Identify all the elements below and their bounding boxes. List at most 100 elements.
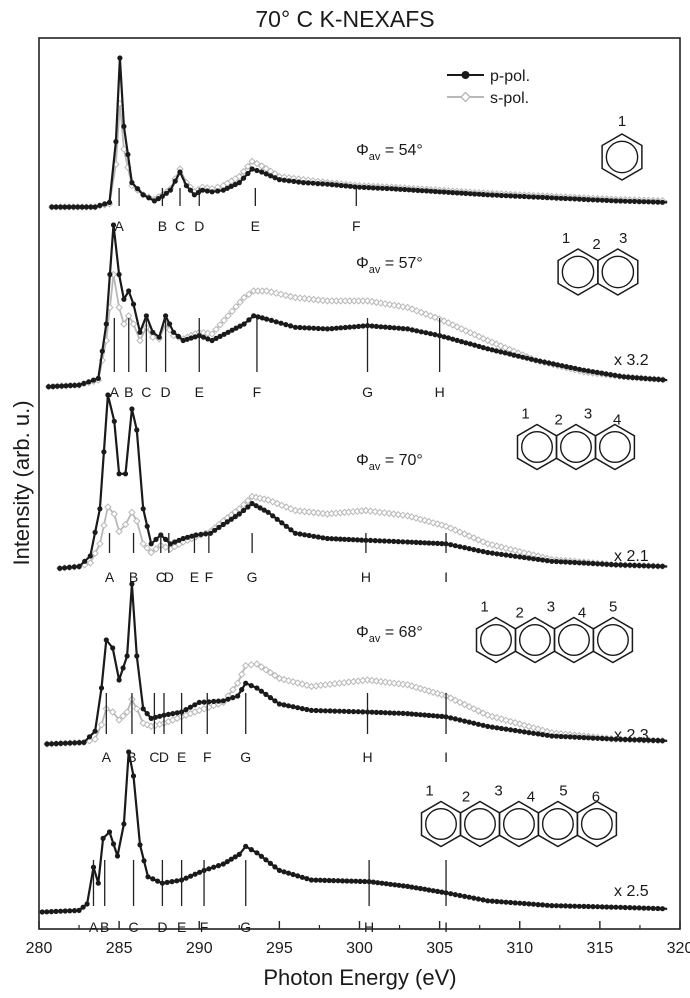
peak-label: G	[240, 919, 251, 935]
peak-label: G	[240, 749, 251, 765]
data-point	[642, 375, 649, 382]
data-point	[70, 204, 77, 210]
ring-number: 2	[462, 789, 470, 806]
data-point	[53, 204, 59, 210]
data-point	[101, 449, 107, 455]
data-point	[72, 382, 78, 388]
data-point	[452, 716, 458, 722]
data-point	[437, 189, 443, 195]
data-point	[581, 735, 587, 741]
peak-label: H	[362, 749, 372, 765]
data-point	[336, 708, 343, 714]
data-point	[265, 509, 271, 515]
data-point	[249, 500, 255, 507]
data-point	[117, 55, 123, 61]
data-point	[503, 899, 509, 905]
data-point	[251, 313, 257, 319]
data-point	[385, 509, 393, 518]
data-point	[121, 123, 127, 129]
angle-label: Φav = 70°	[356, 452, 423, 473]
data-point	[604, 904, 610, 910]
data-point	[377, 677, 385, 686]
data-point	[110, 510, 119, 518]
data-point	[292, 530, 298, 536]
data-point	[119, 712, 127, 720]
data-point	[585, 560, 592, 566]
x-tick-label: 285	[106, 940, 133, 957]
data-point	[324, 326, 330, 332]
data-point	[471, 547, 477, 553]
data-point	[140, 706, 146, 712]
peak-label: B	[124, 384, 133, 400]
data-point	[562, 734, 569, 740]
data-point	[155, 878, 161, 884]
data-point	[62, 204, 68, 210]
data-point	[322, 708, 328, 714]
data-point	[409, 711, 415, 717]
data-point	[608, 198, 614, 204]
data-point	[229, 685, 237, 694]
data-point	[396, 325, 402, 331]
data-point	[457, 892, 463, 899]
data-point	[249, 166, 255, 172]
data-point	[567, 734, 573, 740]
data-point	[476, 343, 482, 349]
data-point	[562, 559, 569, 565]
data-point	[631, 737, 638, 743]
data-point	[97, 506, 103, 512]
data-point	[394, 679, 403, 688]
data-point	[71, 908, 78, 914]
panel-naphthalene: A B C D E F G H Φav = 57° x 3.2 1 2 3	[44, 222, 668, 400]
ring-number: 2	[555, 412, 563, 429]
data-point	[399, 680, 407, 689]
data-point	[311, 533, 317, 539]
data-point	[220, 861, 226, 867]
data-point	[457, 544, 463, 550]
data-point	[322, 877, 328, 884]
data-point	[422, 540, 428, 546]
data-point	[230, 695, 236, 701]
peak-label: G	[247, 569, 258, 585]
data-point	[517, 900, 523, 906]
data-point	[651, 376, 657, 382]
data-point	[476, 191, 482, 197]
data-point	[215, 698, 222, 704]
data-point	[441, 189, 447, 195]
ring-number: 1	[521, 406, 529, 423]
data-point	[257, 505, 263, 511]
data-point	[100, 835, 106, 842]
data-point	[467, 341, 473, 347]
data-point	[92, 204, 98, 210]
data-point	[129, 180, 135, 186]
data-point	[115, 303, 123, 312]
data-point	[375, 880, 381, 886]
data-point	[618, 904, 624, 910]
peak-label: F	[203, 749, 212, 765]
data-point	[368, 676, 376, 685]
data-point	[302, 325, 308, 331]
data-point	[636, 905, 642, 911]
data-point	[257, 663, 266, 671]
data-point	[292, 324, 298, 330]
data-point	[508, 193, 514, 199]
ring	[601, 133, 643, 181]
data-point	[426, 887, 432, 893]
data-point	[432, 332, 438, 338]
data-point	[498, 192, 504, 199]
data-point	[253, 159, 261, 168]
data-point	[535, 902, 541, 908]
peak-label: I	[444, 569, 448, 585]
peak-label: D	[159, 749, 169, 765]
data-point	[417, 540, 423, 546]
data-point	[126, 288, 132, 294]
ring	[592, 616, 634, 664]
y-axis-label: Intensity (arb. u.)	[9, 400, 34, 565]
data-point	[267, 695, 273, 701]
data-point	[211, 698, 217, 705]
data-point	[599, 735, 605, 742]
data-point	[590, 735, 596, 741]
data-point	[319, 509, 327, 518]
data-point	[170, 711, 176, 717]
data-point	[150, 876, 156, 882]
